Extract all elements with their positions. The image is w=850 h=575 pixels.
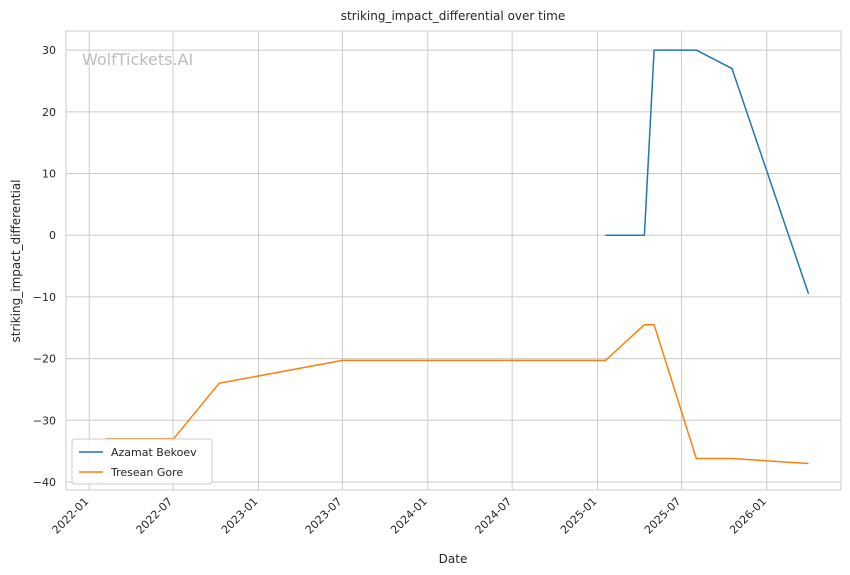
series-line-tresean-gore xyxy=(105,323,809,465)
y-tick-label: −40 xyxy=(33,476,56,489)
y-tick-label: −30 xyxy=(33,414,56,427)
legend-label: Tresean Gore xyxy=(110,466,183,479)
y-tick-label: −20 xyxy=(33,353,56,366)
legend-box xyxy=(71,438,213,485)
y-tick-label: −10 xyxy=(33,291,56,304)
series-lines xyxy=(105,49,810,465)
x-tick-label: 2026-01 xyxy=(727,495,769,537)
x-tick-label: 2023-07 xyxy=(303,495,345,537)
x-tick-label: 2023-01 xyxy=(219,495,261,537)
x-tick-label: 2022-01 xyxy=(50,495,92,537)
series-line-azamat-bekoev xyxy=(605,49,810,295)
legend: Azamat Bekoev Tresean Gore xyxy=(71,438,213,485)
legend-label: Azamat Bekoev xyxy=(111,446,197,459)
x-tick-label: 2024-07 xyxy=(473,495,515,537)
y-tick-label: 20 xyxy=(42,106,56,119)
x-axis-title: Date xyxy=(439,552,468,566)
x-tick-label: 2022-07 xyxy=(134,495,176,537)
chart-title: striking_impact_differential over time xyxy=(341,9,566,23)
y-tick-label: 10 xyxy=(42,168,56,181)
y-tick-label: 0 xyxy=(49,229,56,242)
y-axis-ticks: 30 20 10 0 −10 −20 −30 −40 xyxy=(33,44,56,489)
grid xyxy=(66,31,841,490)
x-axis-ticks: 2022-01 2022-07 2023-01 2023-07 2024-01 2024-… xyxy=(50,495,769,537)
plot-area-frame xyxy=(65,30,842,491)
y-tick-label: 30 xyxy=(42,44,56,57)
y-axis-title: striking_impact_differential xyxy=(9,179,23,342)
x-tick-label: 2024-01 xyxy=(388,495,430,537)
x-tick-label: 2025-01 xyxy=(558,495,600,537)
watermark: WolfTickets.AI xyxy=(82,50,193,69)
x-tick-label: 2025-07 xyxy=(642,495,684,537)
